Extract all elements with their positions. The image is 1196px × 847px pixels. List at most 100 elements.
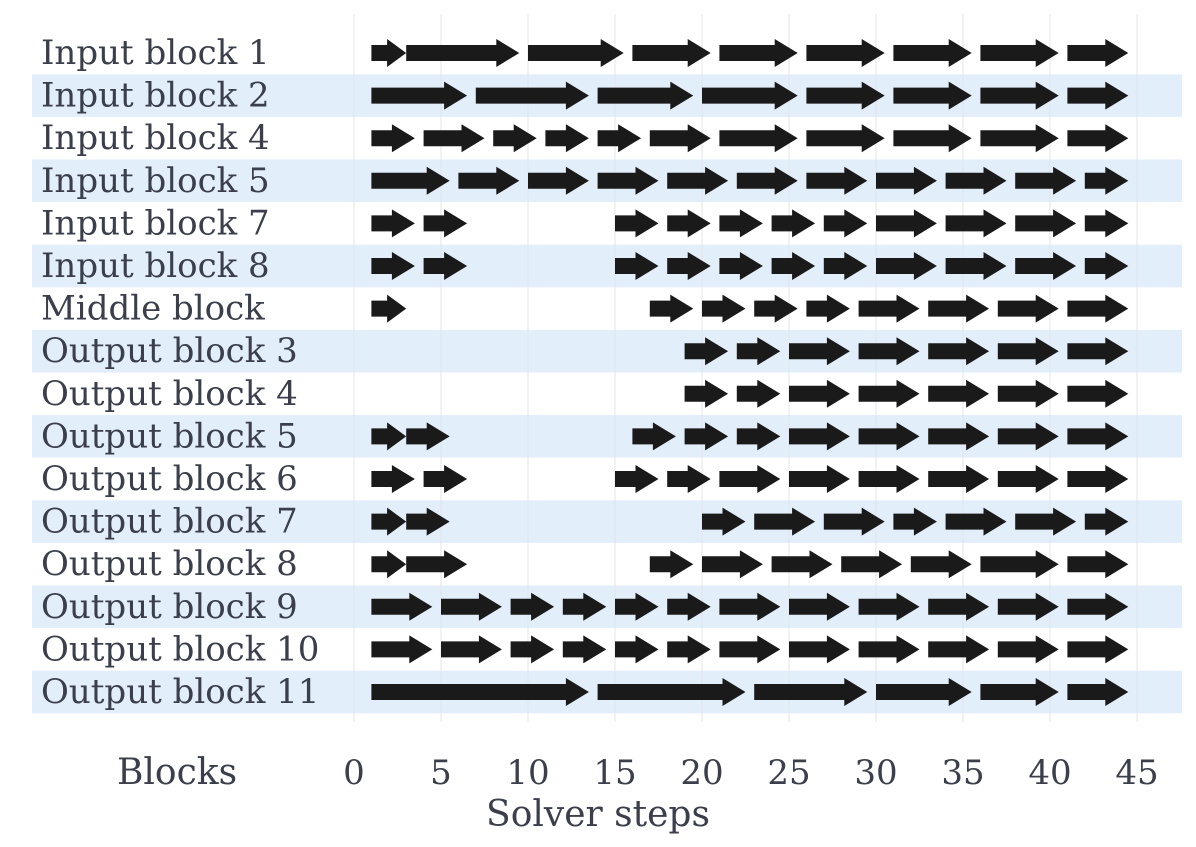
arrow-mark (893, 81, 972, 110)
arrow-mark (719, 252, 763, 280)
arrow-mark (1015, 166, 1077, 195)
arrow-mark (719, 124, 798, 153)
arrow-mark (423, 209, 468, 238)
x-tick-label: 35 (941, 753, 984, 793)
row-label: Output block 4 (41, 374, 298, 414)
row-label: Input block 4 (41, 118, 270, 158)
arrow-mark (615, 465, 659, 493)
arrow-mark (371, 209, 415, 238)
x-tick-label: 15 (593, 753, 636, 793)
arrow-mark (893, 124, 972, 153)
arrow-mark (510, 635, 555, 664)
arrow-mark (1067, 465, 1129, 493)
arrow-mark (1067, 635, 1129, 664)
arrow-mark (371, 294, 407, 323)
row-label: Input block 7 (41, 203, 270, 243)
x-tick-label: 10 (506, 753, 549, 793)
arrow-mark (719, 39, 798, 67)
arrow-mark (789, 337, 850, 366)
arrow-mark (789, 635, 850, 664)
arrow-mark (1067, 81, 1129, 110)
arrow-mark (1084, 209, 1129, 238)
arrow-mark (997, 635, 1059, 664)
arrow-mark (736, 337, 781, 366)
arrow-mark (893, 507, 937, 536)
row-label: Input block 8 (41, 246, 270, 286)
row-label: Output block 8 (41, 544, 298, 584)
arrow-mark (493, 124, 537, 153)
arrow-mark (475, 81, 589, 110)
arrow-mark (458, 166, 520, 195)
blocks-column-header: Blocks (117, 752, 237, 793)
arrow-mark (858, 465, 920, 493)
arrow-mark (928, 337, 990, 366)
row-stripe (32, 585, 1182, 629)
arrow-mark (371, 124, 415, 153)
arrow-mark (1067, 592, 1129, 621)
arrow-mark (615, 209, 659, 238)
row-stripe (32, 329, 1182, 373)
arrow-mark (980, 678, 1059, 706)
arrow-marks (371, 39, 1129, 706)
arrow-mark (667, 166, 729, 195)
x-tick-label: 30 (854, 753, 897, 793)
arrow-mark (806, 39, 885, 67)
arrow-mark (893, 39, 972, 67)
arrow-mark (980, 124, 1059, 153)
arrow-mark (823, 209, 868, 238)
arrow-mark (928, 635, 990, 664)
arrow-mark (858, 422, 920, 451)
arrow-mark (597, 124, 642, 153)
row-label: Middle block (41, 289, 265, 329)
arrow-mark (406, 39, 520, 67)
arrow-mark (1067, 550, 1129, 579)
arrow-mark (371, 166, 450, 195)
arrow-mark (928, 465, 990, 493)
arrow-mark (1067, 422, 1129, 451)
arrow-mark (736, 379, 781, 408)
arrow-mark (928, 379, 990, 408)
arrow-mark (371, 550, 407, 579)
row-label: Output block 3 (41, 331, 298, 371)
arrow-mark (876, 166, 937, 195)
arrow-mark (876, 678, 972, 706)
arrow-mark (997, 337, 1059, 366)
row-stripe (32, 415, 1182, 458)
arrow-mark (736, 422, 781, 451)
arrow-mark (858, 337, 920, 366)
arrow-mark (719, 635, 781, 664)
arrow-mark (789, 465, 850, 493)
arrow-mark (702, 294, 746, 323)
row-label: Output block 6 (41, 459, 298, 499)
row-label: Output block 9 (41, 587, 298, 627)
arrow-mark (371, 507, 407, 536)
arrow-mark (789, 379, 850, 408)
arrow-mark (684, 422, 729, 451)
arrow-mark (945, 166, 1007, 195)
row-label: Output block 7 (41, 502, 298, 542)
arrow-mark (1084, 252, 1129, 280)
arrow-mark (667, 252, 711, 280)
arrow-mark (441, 592, 502, 621)
arrow-mark (736, 166, 798, 195)
arrow-mark (719, 209, 763, 238)
arrow-mark (771, 550, 833, 579)
x-axis-title: Solver steps (486, 794, 710, 835)
arrow-mark (771, 252, 816, 280)
arrow-mark (823, 507, 885, 536)
arrow-mark (423, 252, 468, 280)
arrow-mark (1067, 124, 1129, 153)
arrow-mark (945, 507, 1007, 536)
x-tick-label: 5 (430, 753, 452, 793)
arrow-mark (910, 550, 972, 579)
arrow-mark (702, 81, 798, 110)
x-tick-label: 25 (767, 753, 810, 793)
arrow-mark (371, 81, 468, 110)
arrow-mark (597, 678, 746, 706)
arrow-mark (806, 81, 885, 110)
arrow-mark (667, 635, 711, 664)
x-tick-labels: 0 5 10 15 20 25 30 35 40 45 (343, 753, 1158, 793)
arrow-mark (649, 124, 711, 153)
arrow-mark (997, 465, 1059, 493)
